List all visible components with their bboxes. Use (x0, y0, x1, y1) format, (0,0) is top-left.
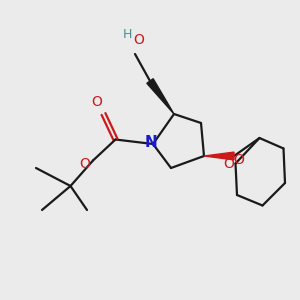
Text: O: O (233, 154, 244, 167)
Text: O: O (133, 32, 144, 46)
Polygon shape (147, 79, 174, 114)
Text: N: N (145, 135, 158, 150)
Text: O: O (224, 157, 234, 170)
Text: O: O (79, 158, 90, 171)
Text: O: O (91, 95, 102, 110)
Text: H: H (123, 28, 132, 41)
Polygon shape (204, 152, 234, 160)
